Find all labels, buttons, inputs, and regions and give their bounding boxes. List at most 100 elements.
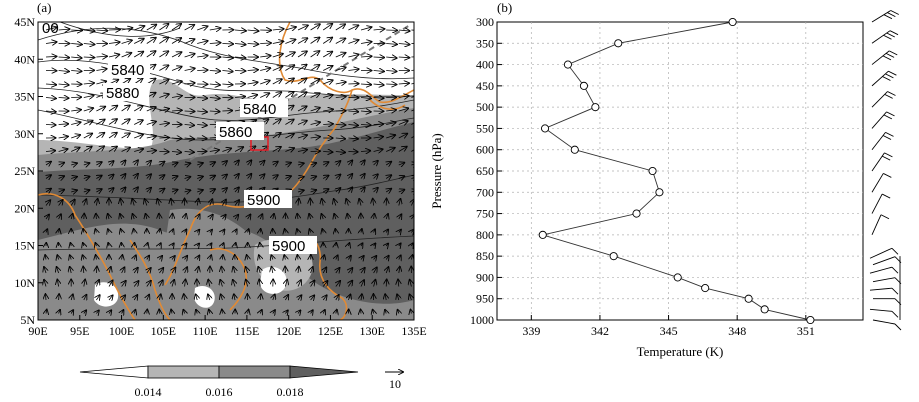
wind-vector	[260, 214, 262, 219]
wind-vector	[373, 84, 384, 85]
wind-vector	[335, 38, 345, 44]
wind-vector	[210, 176, 215, 179]
wind-vector	[273, 214, 274, 219]
wind-vector	[335, 67, 346, 70]
wind-vector	[146, 136, 156, 138]
wind-vector	[311, 310, 313, 313]
wind-vector	[134, 268, 138, 273]
wind-vector	[71, 122, 80, 124]
wind-vector	[96, 30, 107, 31]
wind-vector	[374, 188, 378, 192]
wind-vector	[83, 176, 90, 178]
wind-vector	[171, 138, 181, 139]
wind-vector	[134, 39, 144, 44]
wind-vector	[134, 120, 143, 124]
wind-vector	[386, 175, 391, 178]
wind-barb	[872, 256, 896, 266]
wind-vector	[108, 106, 117, 112]
wind-barb-feather	[891, 311, 899, 318]
wind-vector	[197, 256, 199, 260]
wind-vector	[197, 267, 198, 274]
wind-vector	[71, 190, 77, 192]
wind-vector	[159, 123, 169, 124]
wind-vector	[46, 310, 47, 314]
contour-label-5880: 5880	[106, 85, 139, 102]
wind-vector	[411, 29, 414, 31]
y-tick-label: 800	[476, 228, 494, 242]
wind-vector	[146, 107, 156, 111]
map-y-tick-label: 40N	[14, 52, 35, 66]
wind-vector	[59, 294, 60, 301]
wind-vector	[159, 189, 164, 192]
x-axis-label: Temperature (K)	[637, 344, 724, 359]
wind-vector	[235, 160, 239, 165]
wind-vector	[272, 119, 281, 125]
wind-vector	[58, 149, 68, 151]
map-x-tick-label: 100E	[109, 324, 134, 338]
data-point	[701, 284, 710, 293]
wind-vector	[83, 243, 84, 246]
x-tick-label: 351	[797, 324, 815, 338]
wind-vector	[120, 199, 121, 206]
wind-vector	[259, 255, 260, 259]
panel-b-label: (b)	[497, 0, 512, 15]
wind-vector	[374, 256, 377, 260]
wind-vector	[197, 190, 203, 192]
wind-vector	[272, 92, 281, 98]
wind-vector	[71, 294, 73, 301]
data-point	[563, 60, 572, 69]
wind-vector	[411, 163, 414, 165]
wind-vector	[297, 214, 298, 219]
wind-vector	[323, 162, 328, 165]
wind-barb-feather	[883, 34, 892, 40]
wind-vector	[172, 256, 175, 259]
wind-vector	[121, 53, 132, 57]
wind-vector	[46, 162, 51, 165]
wind-barb	[869, 247, 893, 259]
contour-label-5840-north: 5840	[111, 62, 144, 79]
wind-vector	[260, 174, 264, 178]
wind-vector	[360, 42, 372, 44]
wind-vector	[45, 255, 46, 259]
map-x-tick-label: 105E	[151, 324, 176, 338]
map-x-tick-label: 135E	[401, 324, 426, 338]
wind-vector	[197, 26, 207, 30]
wind-barb-feather	[887, 12, 896, 17]
wind-barb-feather	[886, 111, 895, 117]
map-x-tick-label: 120E	[276, 324, 301, 338]
wind-vector	[172, 229, 173, 232]
wind-barb-feather	[887, 91, 896, 96]
wind-vector	[209, 111, 220, 112]
wind-barb-feather	[889, 30, 899, 36]
map-x-tick-label: 125E	[318, 324, 343, 338]
wind-vector	[197, 111, 207, 112]
wind-vector	[221, 267, 222, 274]
wind-vector	[108, 133, 117, 139]
data-point	[806, 315, 815, 325]
map-x-tick-label: 95E	[70, 324, 89, 338]
temperature-points	[538, 17, 815, 325]
contour-label-5900-south: 5900	[272, 238, 305, 255]
wind-vector	[197, 176, 203, 178]
wind-vector	[108, 229, 109, 232]
wind-vector	[209, 43, 221, 44]
wind-vector	[134, 310, 135, 314]
wind-vector	[109, 188, 114, 192]
wind-vector	[45, 98, 56, 99]
wind-vector	[323, 66, 332, 71]
wind-vector	[310, 93, 320, 97]
wind-barb-feather	[883, 114, 893, 120]
wind-vector	[171, 110, 182, 111]
wind-vector	[311, 267, 313, 274]
wind-vector	[285, 65, 294, 71]
wind-vector	[159, 37, 168, 44]
wind-vector	[309, 214, 310, 219]
wind-vector	[360, 98, 371, 99]
wind-vector	[147, 281, 151, 287]
wind-vector	[297, 177, 304, 179]
wind-vector	[222, 230, 224, 233]
wind-vector	[247, 82, 258, 84]
wind-vector	[134, 26, 144, 30]
wind-vector	[374, 174, 378, 178]
wind-vector	[411, 230, 413, 233]
